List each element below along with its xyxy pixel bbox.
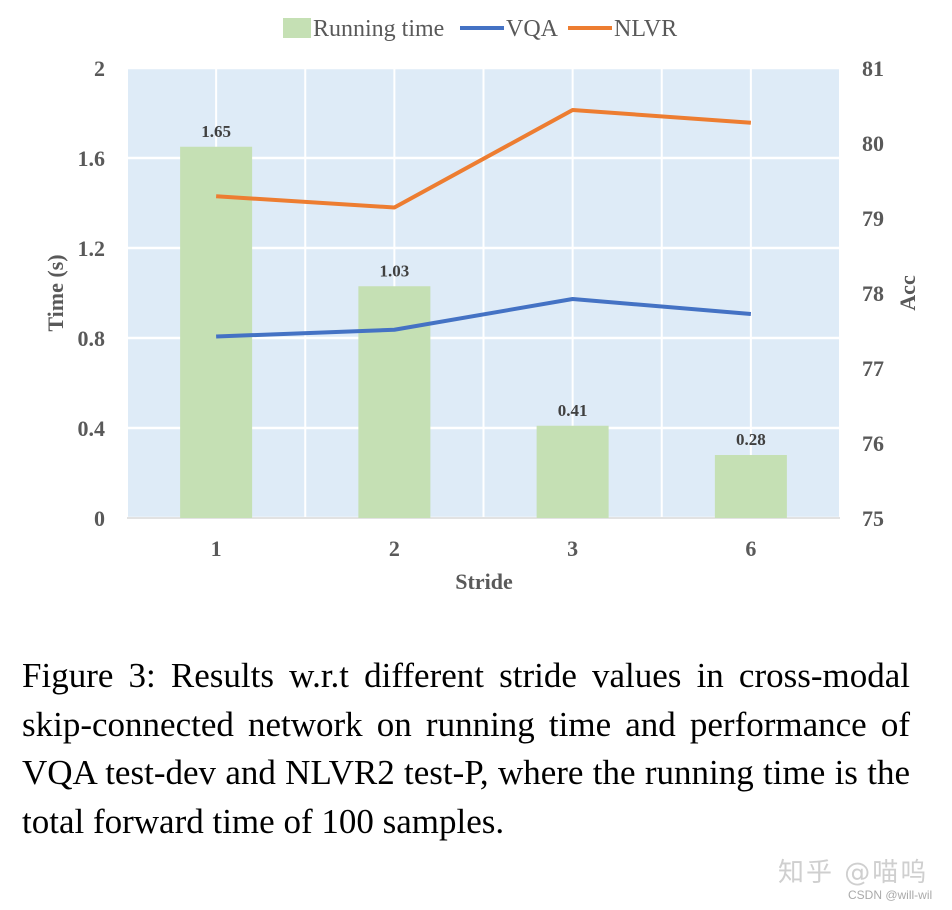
bar — [358, 286, 431, 518]
data-label: 0.28 — [736, 430, 766, 449]
y-tick-label: 0 — [94, 506, 105, 531]
bar — [714, 455, 787, 518]
line-nlvr — [215, 108, 752, 210]
legend-label: NLVR — [614, 16, 677, 42]
y2-tick-label: 76 — [862, 431, 884, 456]
bar — [536, 425, 609, 518]
y2-tick-label: 81 — [862, 56, 884, 81]
watermark-sub: CSDN @will-wil — [848, 888, 933, 902]
line-vqa — [216, 297, 752, 339]
y2-tick-label: 75 — [862, 506, 884, 531]
y-tick-label: 0.8 — [78, 326, 106, 351]
figure-caption: Figure 3: Results w.r.t different stride… — [22, 656, 910, 841]
watermark: 知乎 @喵呜 — [778, 858, 929, 888]
data-label: 1.03 — [380, 261, 410, 280]
x-tick-label: 1 — [211, 536, 222, 561]
chart: 0 0.4 0.8 1.2 1.6 2 75 76 77 78 79 80 81 1 2 3 6 Stride Ti… — [43, 16, 920, 594]
bar — [180, 146, 253, 518]
y-tick-label: 1.6 — [78, 146, 106, 171]
y2-tick-label: 80 — [862, 131, 884, 156]
x-axis-title: Stride — [455, 569, 513, 594]
legend-label: VQA — [506, 16, 559, 42]
x-tick-label: 2 — [389, 536, 400, 561]
data-label: 0.41 — [558, 401, 588, 420]
y-tick-label: 2 — [94, 56, 105, 81]
data-label: 1.65 — [201, 122, 231, 141]
y2-axis-title: Acc — [895, 275, 920, 311]
y-axis-title: Time (s) — [43, 254, 68, 331]
y2-tick-label: 78 — [862, 281, 884, 306]
y2-tick-label: 79 — [862, 206, 884, 231]
x-tick-label: 6 — [745, 536, 756, 561]
y-tick-label: 0.4 — [78, 416, 106, 441]
legend-label: Running time — [313, 16, 444, 42]
y-tick-label: 1.2 — [78, 236, 106, 261]
y2-tick-label: 77 — [862, 356, 884, 381]
x-tick-label: 3 — [567, 536, 578, 561]
legend-swatch — [283, 18, 311, 38]
